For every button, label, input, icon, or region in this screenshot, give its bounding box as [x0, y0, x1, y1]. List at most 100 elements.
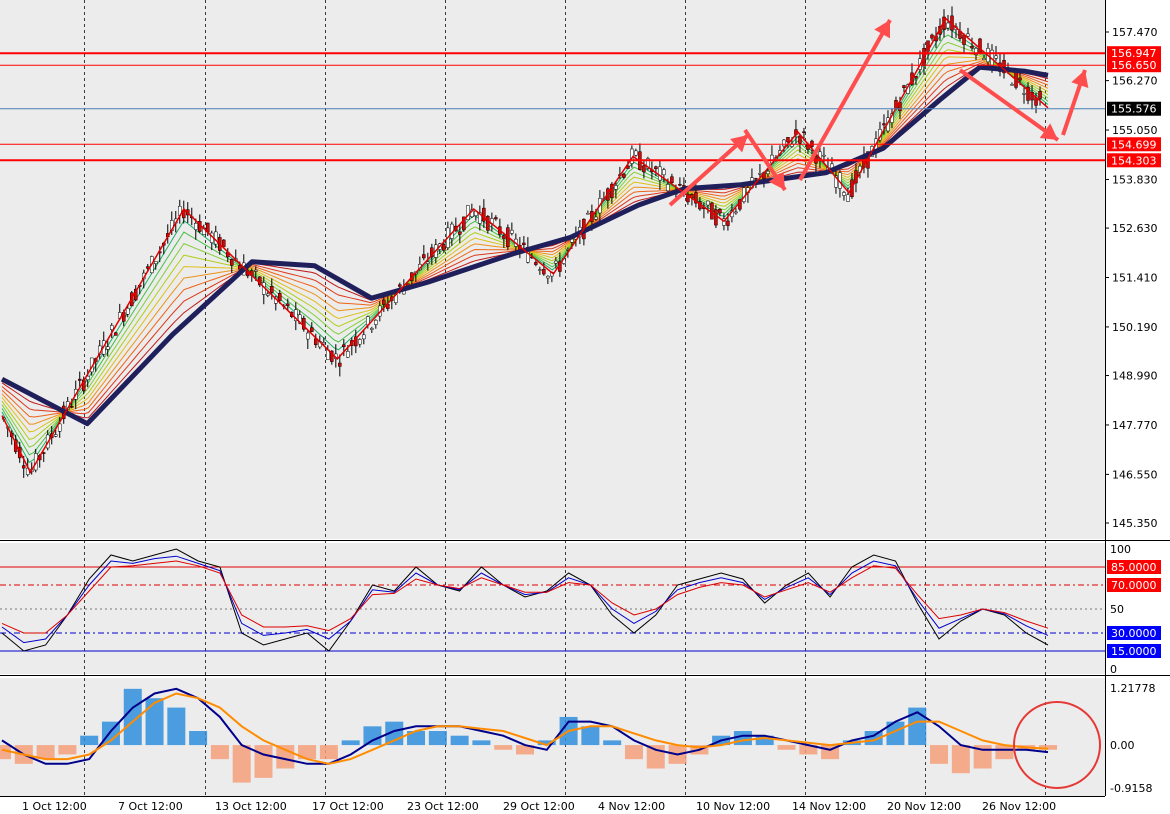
macd-histogram-bar	[341, 740, 360, 746]
stoch-level-tag	[1107, 578, 1161, 592]
candle-body	[482, 207, 486, 222]
candle-body	[846, 194, 850, 202]
red-arrow-trend-head	[768, 171, 785, 190]
macd-histogram-bar	[232, 745, 251, 783]
macd-histogram-bar	[799, 745, 818, 755]
candle-body	[694, 192, 698, 204]
macd-histogram-bar	[210, 745, 229, 760]
candle-body	[734, 211, 738, 214]
stoch-series-line	[1, 555, 1049, 644]
candle-body	[1038, 91, 1042, 99]
macd-histogram-bar	[603, 740, 622, 746]
macd-panel	[0, 678, 1105, 796]
price-level-label: 156.650	[1111, 59, 1157, 72]
candle-body	[230, 258, 234, 266]
candle-body	[238, 265, 242, 270]
candle-body	[1002, 60, 1006, 74]
price-level-label: 154.303	[1111, 154, 1157, 167]
vertical-grid	[84, 0, 1046, 796]
candle-body	[898, 102, 902, 112]
candle-body	[370, 328, 374, 330]
candle-body	[306, 332, 310, 340]
candle-body	[822, 154, 826, 157]
red-arrow-trend-head	[874, 20, 890, 39]
macd-histogram-bar	[581, 726, 600, 746]
moving-average-thick	[0, 64, 1049, 427]
macd-histogram-bar	[973, 745, 992, 769]
candle-body	[278, 293, 282, 301]
candle-body	[686, 193, 690, 203]
macd-histogram-bar	[624, 745, 643, 760]
candle-body	[970, 45, 974, 49]
macd-tick-label: 1.21778	[1110, 682, 1156, 695]
macd-histogram-bar	[472, 740, 491, 746]
stoch-tick-label: 50	[1110, 603, 1124, 616]
macd-histogram-bar	[777, 745, 796, 750]
candle-body	[726, 220, 730, 226]
candle-body	[678, 184, 682, 186]
stochastic-chart	[0, 548, 1105, 652]
candle-body	[978, 38, 982, 54]
candle-body	[666, 184, 670, 192]
candle-body	[902, 85, 906, 88]
candle-body	[586, 212, 590, 215]
macd-histogram-bar	[646, 745, 665, 769]
candle-body	[362, 334, 366, 340]
y-tick-label: 146.550	[1112, 468, 1158, 481]
macd-histogram-bar	[494, 745, 513, 750]
candle-body	[294, 309, 298, 322]
macd-histogram-bar	[428, 731, 447, 746]
stoch-level-tag	[1107, 644, 1161, 658]
y-tick-label: 148.990	[1112, 370, 1158, 383]
x-tick-label: 26 Nov 12:00	[982, 800, 1056, 813]
macd-histogram-bar	[516, 745, 534, 755]
candle-body	[21, 465, 26, 469]
x-tick-label: 7 Oct 12:00	[118, 800, 183, 813]
red-arrow-trend	[798, 19, 892, 181]
candle-body	[534, 262, 538, 265]
macd-histogram-bar	[0, 745, 11, 760]
macd-chart	[0, 687, 1057, 783]
candle-body	[994, 55, 998, 59]
candle-body	[930, 34, 934, 39]
x-tick-label: 4 Nov 12:00	[598, 800, 665, 813]
candle-body	[786, 137, 790, 143]
x-tick-label: 29 Oct 12:00	[503, 800, 575, 813]
candle-body	[882, 123, 886, 126]
y-tick-label: 157.470	[1112, 26, 1158, 39]
candle-body	[966, 33, 970, 37]
candle-body	[1030, 92, 1034, 101]
candle-body	[426, 261, 430, 264]
macd-histogram-bar	[145, 698, 164, 746]
stoch-tick-label: 100	[1110, 543, 1131, 556]
candle-body	[914, 76, 918, 79]
candle-body	[358, 339, 362, 345]
candle-body	[974, 48, 978, 56]
candle-body	[662, 169, 666, 176]
y-tick-label: 145.350	[1112, 517, 1158, 530]
stoch-level-tag	[1107, 626, 1161, 640]
candle-body	[69, 406, 74, 408]
candle-body	[1026, 86, 1030, 101]
candle-body	[542, 269, 546, 275]
candle-body	[194, 223, 198, 230]
candle-body	[266, 293, 270, 296]
macd-histogram-bar	[319, 745, 338, 760]
candle-body	[522, 242, 526, 246]
current-price-tag	[1107, 101, 1161, 116]
candle-body	[125, 308, 130, 315]
macd-series-line	[1, 687, 1049, 765]
macd-tick-label: -0.9158	[1110, 782, 1152, 795]
macd-histogram-bar	[537, 740, 556, 746]
x-tick-label: 14 Nov 12:00	[792, 800, 866, 813]
red-arrow-down	[958, 68, 1060, 142]
candle-body	[77, 378, 82, 381]
candle-body	[554, 260, 558, 264]
price-level-tag	[1107, 58, 1161, 73]
macd-histogram-bar	[407, 731, 426, 746]
candle-body	[510, 229, 514, 234]
candle-body	[310, 327, 314, 332]
candle-body	[57, 423, 62, 432]
macd-series-line	[1, 692, 1049, 765]
